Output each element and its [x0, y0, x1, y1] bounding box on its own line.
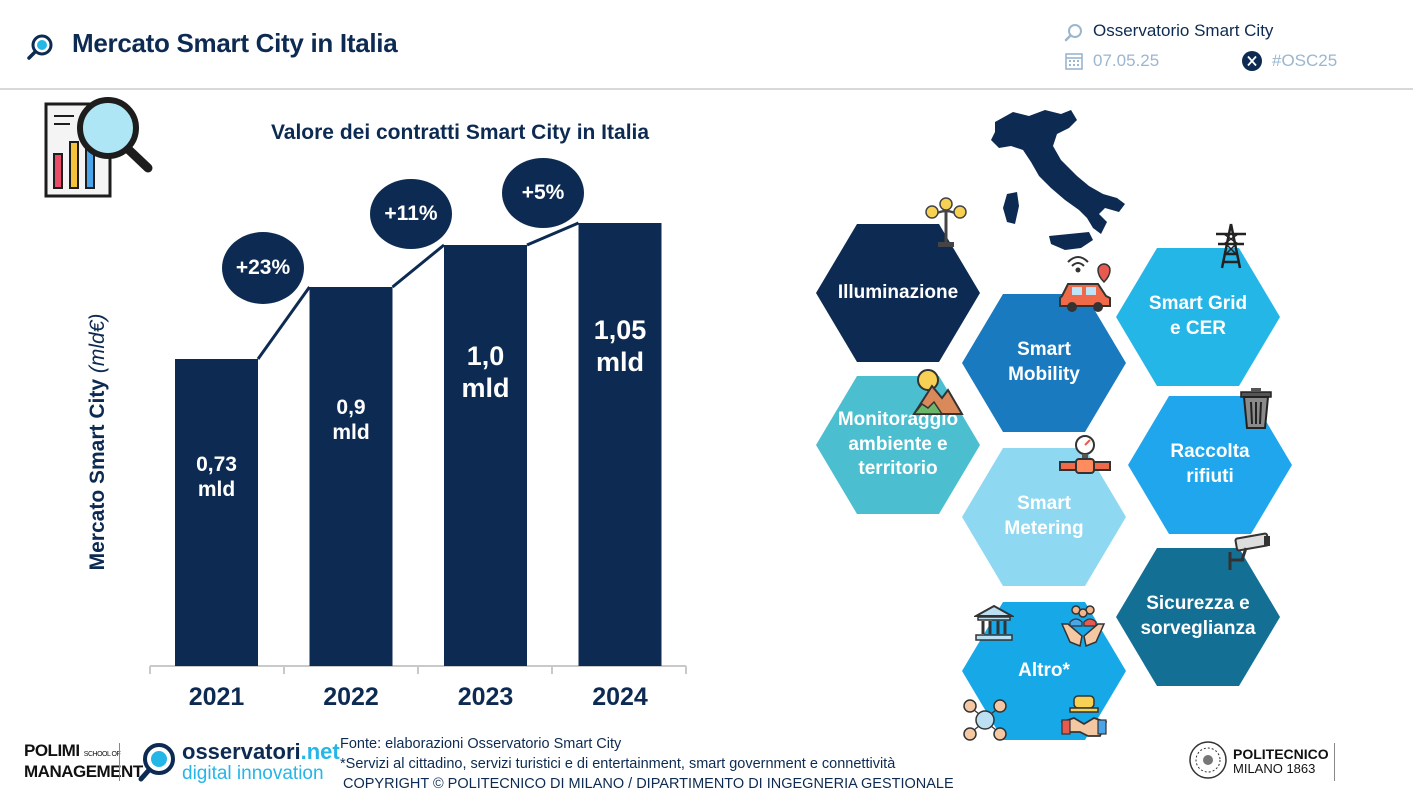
bar-2024: [578, 223, 662, 666]
growth-bubble: +23%: [222, 232, 304, 304]
osservatori-logo-icon: [138, 743, 175, 782]
street-lamp-icon: [925, 197, 967, 247]
connected-car-icon: [1059, 256, 1111, 312]
calendar-icon: [1065, 53, 1083, 70]
bar-value-label: 1,0 mld: [461, 340, 510, 403]
bar-value-label: 0,9 mld: [332, 395, 370, 444]
politecnico-logo-line2: MILANO 1863: [1233, 761, 1316, 777]
observatory-name: Osservatorio Smart City: [1093, 21, 1274, 40]
handshake-icon: [1060, 695, 1108, 737]
copyright: COPYRIGHT © POLITECNICO DI MILANO / DIPA…: [343, 776, 954, 792]
header-divider: [0, 88, 1413, 90]
security-camera-icon: [1228, 532, 1270, 570]
source-note: Fonte: elaborazioni Osservatorio Smart C…: [340, 736, 622, 752]
x-logo-icon: [1242, 51, 1262, 71]
x-tick-label: 2021: [188, 683, 245, 711]
trash-bin-icon: [1240, 388, 1272, 429]
hexagon-label: Smart Mobility: [1008, 339, 1080, 385]
footnote: *Servizi al cittadino, servizi turistici…: [340, 756, 896, 772]
polimi-logo-line1: POLIMI: [24, 741, 80, 760]
hexagon-label: Smart Grid e CER: [1148, 293, 1248, 339]
x-tick-label: 2024: [592, 683, 648, 711]
x-tick-label: 2023: [457, 683, 514, 711]
polimi-logo: POLIMI SCHOOL OF MANAGEMENT: [24, 742, 143, 780]
footer-divider: [119, 743, 120, 781]
government-building-icon: [974, 604, 1014, 641]
hexagon-smart-mobility: Smart Mobility: [962, 294, 1126, 432]
bar-chart: [149, 221, 687, 674]
politecnico-seal-icon: [1189, 741, 1227, 779]
bar-value-label: 0,73 mld: [196, 452, 237, 501]
footer-divider-right: [1334, 743, 1335, 781]
growth-bubble: +5%: [502, 158, 584, 228]
meter-gauge-icon: [1059, 435, 1111, 474]
bar-value-label: 1,05 mld: [593, 314, 647, 377]
politecnico-logo-line1: POLITECNICO: [1233, 746, 1329, 762]
search-icon: [27, 34, 53, 60]
growth-connector: [526, 221, 580, 247]
community-hands-icon: [1060, 605, 1106, 648]
chart-title: Valore dei contratti Smart City in Itali…: [270, 121, 650, 144]
italy-map-icon: [991, 110, 1125, 250]
osservatori-logo-bottom: digital innovation: [182, 763, 324, 784]
hexagon-smart-grid-cer: Smart Grid e CER: [1116, 248, 1280, 386]
osservatori-logo-top: osservatori: [182, 739, 301, 764]
hexagon-label: Altro*: [1018, 659, 1070, 681]
page-title: Mercato Smart City in Italia: [72, 28, 398, 58]
hexagon-label: Raccolta rifiuti: [1170, 441, 1250, 487]
network-people-icon: [963, 699, 1007, 741]
x-tick-label: 2022: [323, 683, 379, 711]
bar-2023: [444, 245, 527, 666]
mountain-sun-icon: [912, 369, 964, 415]
polimi-logo-school: SCHOOL OF: [83, 751, 121, 758]
hashtag: #OSC25: [1272, 51, 1338, 70]
hexagon-sicurezza-sorveglianza: Sicurezza e sorveglianza: [1116, 548, 1280, 686]
growth-connector: [391, 243, 445, 289]
hexagon-label: Smart Metering: [1004, 493, 1084, 539]
growth-bubble: +11%: [370, 179, 452, 249]
hexagon-label: Monitoraggio ambiente e territorio: [837, 408, 959, 480]
report-magnifier-icon: [44, 97, 153, 198]
politecnico-logo: POLITECNICO MILANO 1863: [1233, 746, 1329, 777]
osservatori-logo-net: .net: [300, 739, 340, 764]
polimi-logo-line2: MANAGEMENT: [24, 762, 143, 781]
power-pylon-icon: [1216, 223, 1246, 269]
bar-2021: [175, 359, 258, 666]
hexagon-label: Illuminazione: [837, 281, 959, 303]
search-icon: [1064, 24, 1082, 42]
growth-connector: [256, 286, 311, 360]
event-date: 07.05.25: [1093, 51, 1160, 70]
bar-2022: [309, 287, 393, 666]
hexagon-label: Sicurezza e sorveglianza: [1140, 593, 1256, 639]
osservatori-logo: osservatori.net digital innovation: [182, 739, 340, 784]
